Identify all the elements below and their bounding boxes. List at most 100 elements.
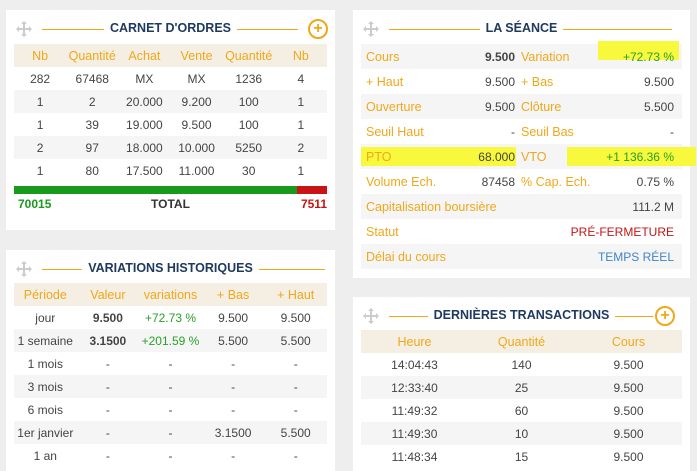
table-cell: - <box>201 375 265 398</box>
stat-row: Ouverture 9.500 Clôture 5.500 <box>361 94 682 119</box>
table-cell: 9.500 <box>613 357 644 372</box>
move-icon[interactable] <box>363 308 379 324</box>
capitalisation-value: 111.2 M <box>632 200 674 214</box>
total-buy-quantity: 70015 <box>18 197 52 211</box>
column-header: Quantité <box>66 44 119 67</box>
table-cell: 2 <box>14 136 67 159</box>
stat-row: Volume Ech. 87458 % Cap. Ech. 0.75 % <box>361 169 682 194</box>
table-cell: 10 <box>468 422 575 445</box>
table-cell: - <box>139 421 202 444</box>
table-cell: 9.200 <box>170 90 223 113</box>
stat-label: Seuil Haut <box>366 125 424 139</box>
historical-variations-panel: VARIATIONS HISTORIQUES Période Valeur vari… <box>6 250 335 471</box>
table-cell: 30 <box>242 163 256 178</box>
table-cell: 18.000 <box>118 136 171 159</box>
column-header: Valeur <box>76 283 140 306</box>
stat-value: 9.500 <box>484 50 515 64</box>
column-header: Cours <box>575 330 682 353</box>
transactions-table: Heure Quantité Cours 14:04:43 140 9.500 12:33… <box>361 330 682 468</box>
session-panel: LA SÉANCE Cours 9.500 Variation +72.73 % + H… <box>353 10 696 278</box>
table-cell: 3 mois <box>14 375 77 398</box>
table-cell: 9.500 <box>92 310 123 325</box>
order-balance-bar <box>14 186 327 194</box>
table-row: 2 97 18.000 10.000 5250 2 <box>14 136 327 159</box>
highlight-marker <box>567 147 696 166</box>
table-cell: 1 <box>14 90 67 113</box>
session-header: LA SÉANCE <box>353 10 690 48</box>
table-cell: 11:49:32 <box>391 403 438 418</box>
table-row: 1 2 20.000 9.200 100 1 <box>14 90 327 113</box>
column-header: Quantité <box>468 330 575 353</box>
historical-table: Période Valeur variations + Bas + Haut jour 9… <box>14 283 327 467</box>
table-cell: 1 semaine <box>14 329 77 352</box>
delai-label: Délai du cours <box>366 250 446 264</box>
table-row: 1er janvier - -3.1500 5.500 <box>14 421 327 444</box>
table-cell: 3.1500 <box>201 421 265 444</box>
table-cell: jour <box>35 310 56 325</box>
table-row: 1 semaine 3.1500 +201.59 % 5.500 5.500 <box>14 329 327 352</box>
table-cell: 1236 <box>235 71 263 86</box>
table-cell: 100 <box>238 117 259 132</box>
move-icon[interactable] <box>16 21 32 37</box>
stat-label: VTO <box>521 150 547 164</box>
column-header: Vente <box>170 44 223 67</box>
table-cell: 3.1500 <box>76 329 140 352</box>
stat-label: Variation <box>521 50 570 64</box>
stat-label: Clôture <box>521 100 562 114</box>
stat-value: 87458 <box>481 175 515 189</box>
table-cell: 282 <box>30 71 51 86</box>
table-cell: 1 <box>274 90 327 113</box>
table-cell: 60 <box>514 403 529 418</box>
buy-share-bar <box>14 186 297 194</box>
table-header-row: Heure Quantité Cours <box>361 330 682 353</box>
stat-value: 0.75 % <box>636 175 674 189</box>
stat-label: Ouverture <box>366 100 422 114</box>
table-cell: 9.500 <box>181 117 212 132</box>
table-cell: 11.000 <box>178 163 215 178</box>
table-cell: - <box>168 402 173 417</box>
order-book-header: CARNET D'ORDRES + <box>6 10 335 48</box>
table-cell: 1 <box>36 163 44 178</box>
stat-row: Cours 9.500 Variation +72.73 % <box>361 41 682 69</box>
statut-value: PRÉ-FERMETURE <box>570 225 674 239</box>
table-cell: 1er janvier <box>14 421 77 444</box>
table-cell: 10.000 <box>170 136 223 159</box>
total-sell-quantity: 7511 <box>300 197 327 211</box>
table-cell: 9.500 <box>575 422 682 445</box>
stat-value: 9.500 <box>484 75 515 89</box>
table-cell: 9.500 <box>280 310 311 325</box>
table-cell: 80 <box>85 163 99 178</box>
table-cell: 6 mois <box>27 402 63 417</box>
column-header: + Bas <box>201 283 265 306</box>
table-cell: 2 <box>274 136 327 159</box>
table-cell: 14:04:43 <box>391 357 438 372</box>
move-icon[interactable] <box>363 21 379 37</box>
plus-circle-icon[interactable]: + <box>655 306 675 326</box>
stat-value: +72.73 % <box>622 50 674 64</box>
table-cell: 11:48:34 <box>391 449 438 464</box>
column-header: variations <box>139 283 202 306</box>
order-book-title: CARNET D'ORDRES <box>6 21 335 35</box>
sell-share-bar <box>296 186 327 194</box>
session-title: LA SÉANCE <box>353 21 690 35</box>
move-icon[interactable] <box>16 261 32 277</box>
table-cell: - <box>293 402 298 417</box>
table-row: 6 mois - - - - <box>14 398 327 421</box>
stat-label: Seuil Bas <box>521 125 574 139</box>
transactions-title: DERNIÈRES TRANSACTIONS <box>353 308 690 322</box>
table-cell: MX <box>135 71 154 86</box>
table-cell: - <box>231 356 236 371</box>
column-header: Nb <box>274 44 327 67</box>
stat-row: Statut PRÉ-FERMETURE <box>361 219 682 244</box>
table-cell: 5.500 <box>201 329 265 352</box>
stat-value: +1 136.36 % <box>606 150 674 164</box>
stat-row: Capitalisation boursière 111.2 M <box>361 194 682 219</box>
stat-label: + Haut <box>366 75 404 89</box>
table-cell: 2 <box>66 90 119 113</box>
historical-header: VARIATIONS HISTORIQUES <box>6 250 335 288</box>
historical-title: VARIATIONS HISTORIQUES <box>6 261 335 275</box>
statut-label: Statut <box>366 225 399 239</box>
plus-circle-icon[interactable]: + <box>308 19 328 39</box>
session-stats: Cours 9.500 Variation +72.73 % + Haut 9.500 + … <box>361 41 696 269</box>
stat-value: 9.500 <box>643 75 674 89</box>
